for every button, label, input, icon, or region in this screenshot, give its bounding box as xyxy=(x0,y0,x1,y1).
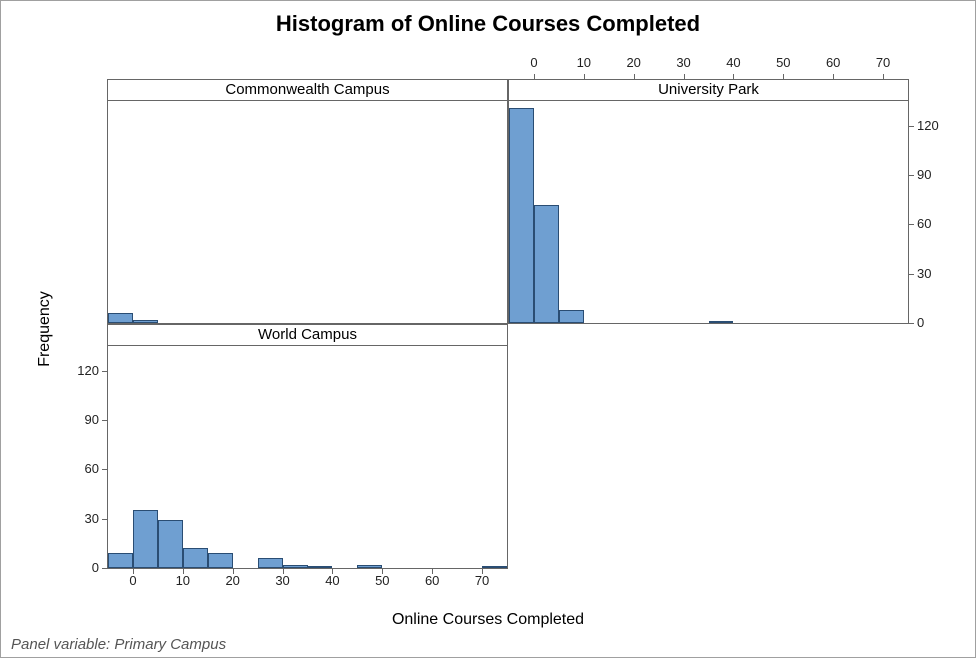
panel-plot xyxy=(107,101,508,324)
y-tick-label: 90 xyxy=(917,167,949,182)
histogram-bar xyxy=(357,565,382,568)
panel: Commonwealth Campus xyxy=(107,79,508,324)
y-tick-label: 60 xyxy=(917,216,949,231)
histogram-bar xyxy=(534,205,559,323)
x-tick xyxy=(634,74,635,79)
panel: World Campus xyxy=(107,324,508,569)
histogram-bar xyxy=(133,320,158,323)
panel-title: Commonwealth Campus xyxy=(107,79,508,101)
x-tick-label: 20 xyxy=(223,573,243,588)
y-axis-label: Frequency xyxy=(36,291,54,367)
histogram-bar xyxy=(308,566,333,568)
x-tick-label: 60 xyxy=(823,55,843,70)
x-tick-label: 0 xyxy=(524,55,544,70)
x-tick-label: 50 xyxy=(372,573,392,588)
y-tick-label: 120 xyxy=(917,118,949,133)
y-tick xyxy=(909,323,914,324)
x-tick xyxy=(584,74,585,79)
histogram-bar xyxy=(108,553,133,568)
panel-plot xyxy=(508,101,909,324)
histogram-bar xyxy=(158,520,183,568)
histogram-bar xyxy=(133,510,158,568)
x-axis-label: Online Courses Completed xyxy=(1,611,975,629)
y-tick xyxy=(102,519,107,520)
x-tick-label: 40 xyxy=(723,55,743,70)
x-tick xyxy=(833,74,834,79)
x-tick-label: 10 xyxy=(173,573,193,588)
chart-title: Histogram of Online Courses Completed xyxy=(1,11,975,37)
y-tick-label: 90 xyxy=(67,412,99,427)
panel-title: World Campus xyxy=(107,324,508,346)
y-tick xyxy=(102,371,107,372)
x-tick xyxy=(783,74,784,79)
y-tick-label: 30 xyxy=(917,266,949,281)
y-tick xyxy=(909,175,914,176)
panel-title: University Park xyxy=(508,79,909,101)
histogram-bar xyxy=(108,313,133,323)
histogram-bar xyxy=(709,321,734,323)
x-tick-label: 70 xyxy=(472,573,492,588)
x-tick-label: 10 xyxy=(574,55,594,70)
histogram-bar xyxy=(283,565,308,568)
histogram-bar xyxy=(183,548,208,568)
histogram-bar xyxy=(482,566,507,568)
chart-container: Histogram of Online Courses Completed Fr… xyxy=(0,0,976,658)
y-tick xyxy=(102,420,107,421)
panel: University Park xyxy=(508,79,909,324)
x-tick xyxy=(684,74,685,79)
y-tick-label: 60 xyxy=(67,461,99,476)
histogram-bar xyxy=(208,553,233,568)
y-tick-label: 0 xyxy=(917,315,949,330)
x-tick-label: 20 xyxy=(624,55,644,70)
y-tick-label: 0 xyxy=(67,560,99,575)
y-tick xyxy=(909,224,914,225)
x-tick-label: 70 xyxy=(873,55,893,70)
histogram-bar xyxy=(258,558,283,568)
x-tick-label: 40 xyxy=(322,573,342,588)
y-tick-label: 120 xyxy=(67,363,99,378)
footer-note: Panel variable: Primary Campus xyxy=(11,636,226,653)
x-tick-label: 50 xyxy=(773,55,793,70)
y-tick-label: 30 xyxy=(67,511,99,526)
y-tick xyxy=(909,126,914,127)
histogram-bar xyxy=(559,310,584,323)
x-tick xyxy=(883,74,884,79)
x-tick-label: 0 xyxy=(123,573,143,588)
panel-plot xyxy=(107,346,508,569)
y-tick xyxy=(102,469,107,470)
y-tick xyxy=(102,568,107,569)
panel-grid: Commonwealth CampusUniversity Park 0 10 20 3… xyxy=(61,47,955,601)
x-tick xyxy=(733,74,734,79)
x-tick-label: 30 xyxy=(674,55,694,70)
histogram-bar xyxy=(509,108,534,323)
x-tick-label: 60 xyxy=(422,573,442,588)
y-tick xyxy=(909,274,914,275)
x-tick xyxy=(534,74,535,79)
x-tick-label: 30 xyxy=(273,573,293,588)
